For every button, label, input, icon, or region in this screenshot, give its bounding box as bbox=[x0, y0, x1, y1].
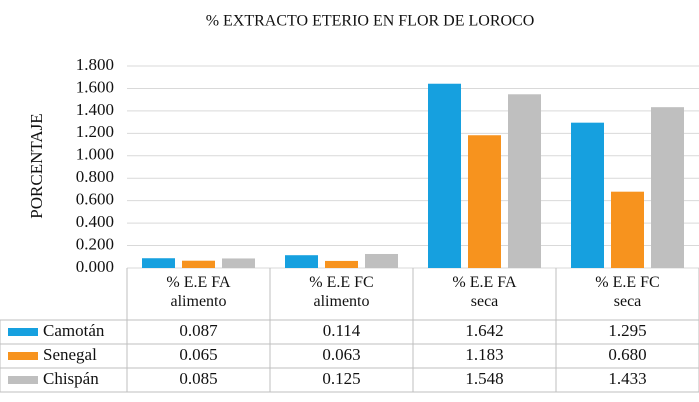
table-value: 0.087 bbox=[179, 321, 218, 340]
bar bbox=[365, 253, 398, 268]
y-tick-label: 0.000 bbox=[76, 257, 114, 276]
bar bbox=[428, 83, 461, 268]
x-tick-label-box: % E.E FA seca bbox=[452, 274, 517, 310]
table-value: 0.063 bbox=[322, 345, 360, 364]
table-value: 0.680 bbox=[608, 345, 646, 364]
table-value: 1.295 bbox=[608, 321, 646, 340]
x-tick-label: % E.E FC seca bbox=[595, 274, 660, 310]
x-tick-label-box: % E.E FC seca bbox=[595, 274, 660, 310]
legend-swatch bbox=[8, 328, 38, 336]
y-tick-label: 0.600 bbox=[76, 190, 114, 209]
table-value: 1.433 bbox=[608, 369, 646, 388]
y-tick-label: 0.400 bbox=[76, 212, 114, 231]
y-tick-label: 1.600 bbox=[76, 77, 114, 96]
table-value: 0.114 bbox=[323, 321, 361, 340]
x-tick-label: % E.E FC alimento bbox=[309, 274, 374, 310]
legend-label: Senegal bbox=[43, 345, 97, 364]
bar bbox=[142, 258, 175, 268]
bar bbox=[182, 260, 215, 268]
bar bbox=[508, 94, 541, 268]
x-tick-label: % E.E FA seca bbox=[452, 274, 517, 310]
table-value: 1.548 bbox=[465, 369, 503, 388]
y-tick-label: 1.800 bbox=[76, 55, 114, 74]
chart-title: % EXTRACTO ETERIO EN FLOR DE LOROCO bbox=[206, 13, 535, 30]
bar bbox=[651, 107, 684, 269]
x-tick-label-box: % E.E FC alimento bbox=[309, 274, 374, 310]
table-value: 1.183 bbox=[465, 345, 503, 364]
y-tick-label: 0.200 bbox=[76, 234, 114, 253]
x-tick-label: % E.E FA alimento bbox=[166, 274, 231, 310]
x-tick-label-box: % E.E FA alimento bbox=[166, 274, 231, 310]
table-value: 0.085 bbox=[179, 369, 217, 388]
y-axis-title: PORCENTAJE bbox=[27, 113, 46, 218]
table-value: 0.065 bbox=[179, 345, 217, 364]
bar bbox=[285, 255, 318, 268]
bar bbox=[222, 258, 255, 268]
bar bbox=[611, 191, 644, 268]
y-tick-label: 1.400 bbox=[76, 100, 114, 119]
bar bbox=[571, 122, 604, 268]
legend-swatch bbox=[8, 376, 38, 384]
bar bbox=[468, 135, 501, 268]
y-tick-label: 1.200 bbox=[76, 122, 114, 141]
legend-label: Camotán bbox=[43, 321, 105, 340]
table-value: 1.642 bbox=[465, 321, 503, 340]
bar bbox=[325, 260, 358, 268]
y-tick-label: 1.000 bbox=[76, 145, 114, 164]
legend-swatch bbox=[8, 352, 38, 360]
table-value: 0.125 bbox=[322, 369, 360, 388]
legend-label: Chispán bbox=[43, 369, 99, 388]
y-tick-label: 0.800 bbox=[76, 167, 114, 186]
